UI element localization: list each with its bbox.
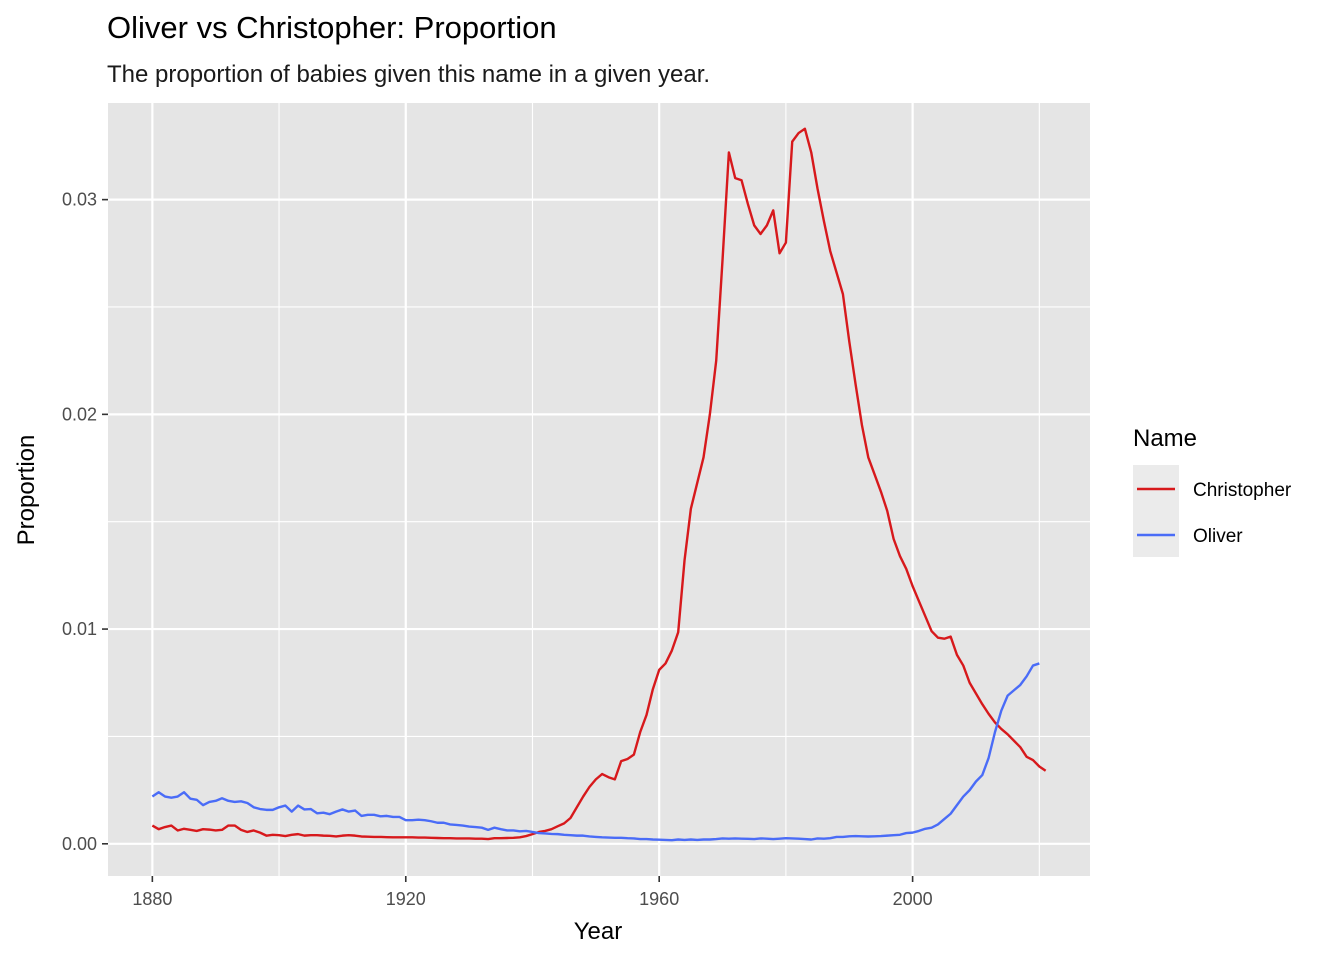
chart-title: Oliver vs Christopher: Proportion <box>107 10 557 45</box>
y-tick-label: 0.03 <box>62 190 97 210</box>
y-tick-label: 0.00 <box>62 834 97 854</box>
legend: Name Christopher Oliver <box>1133 425 1292 557</box>
series-line-christopher <box>151 127 1047 841</box>
legend-label-christopher: Christopher <box>1193 480 1292 501</box>
major-gridlines <box>108 103 1090 876</box>
x-tick-label: 1920 <box>386 889 426 909</box>
chart-subtitle: The proportion of babies given this name… <box>107 61 710 88</box>
series-lines <box>151 127 1047 842</box>
x-axis-title: Year <box>574 918 623 945</box>
legend-title: Name <box>1133 425 1197 452</box>
plot-panel <box>108 103 1090 876</box>
y-axis-title: Proportion <box>13 435 40 546</box>
legend-key-background <box>1133 465 1179 557</box>
axes: 1880 1920 1960 2000 0.00 0.01 0.02 0.03 <box>62 190 933 909</box>
x-tick-label: 1880 <box>132 889 172 909</box>
legend-label-oliver: Oliver <box>1193 526 1243 547</box>
x-tick-label: 2000 <box>893 889 933 909</box>
x-tick-label: 1960 <box>639 889 679 909</box>
series-line-oliver <box>151 662 1040 842</box>
y-tick-label: 0.01 <box>62 619 97 639</box>
y-tick-label: 0.02 <box>62 404 97 424</box>
